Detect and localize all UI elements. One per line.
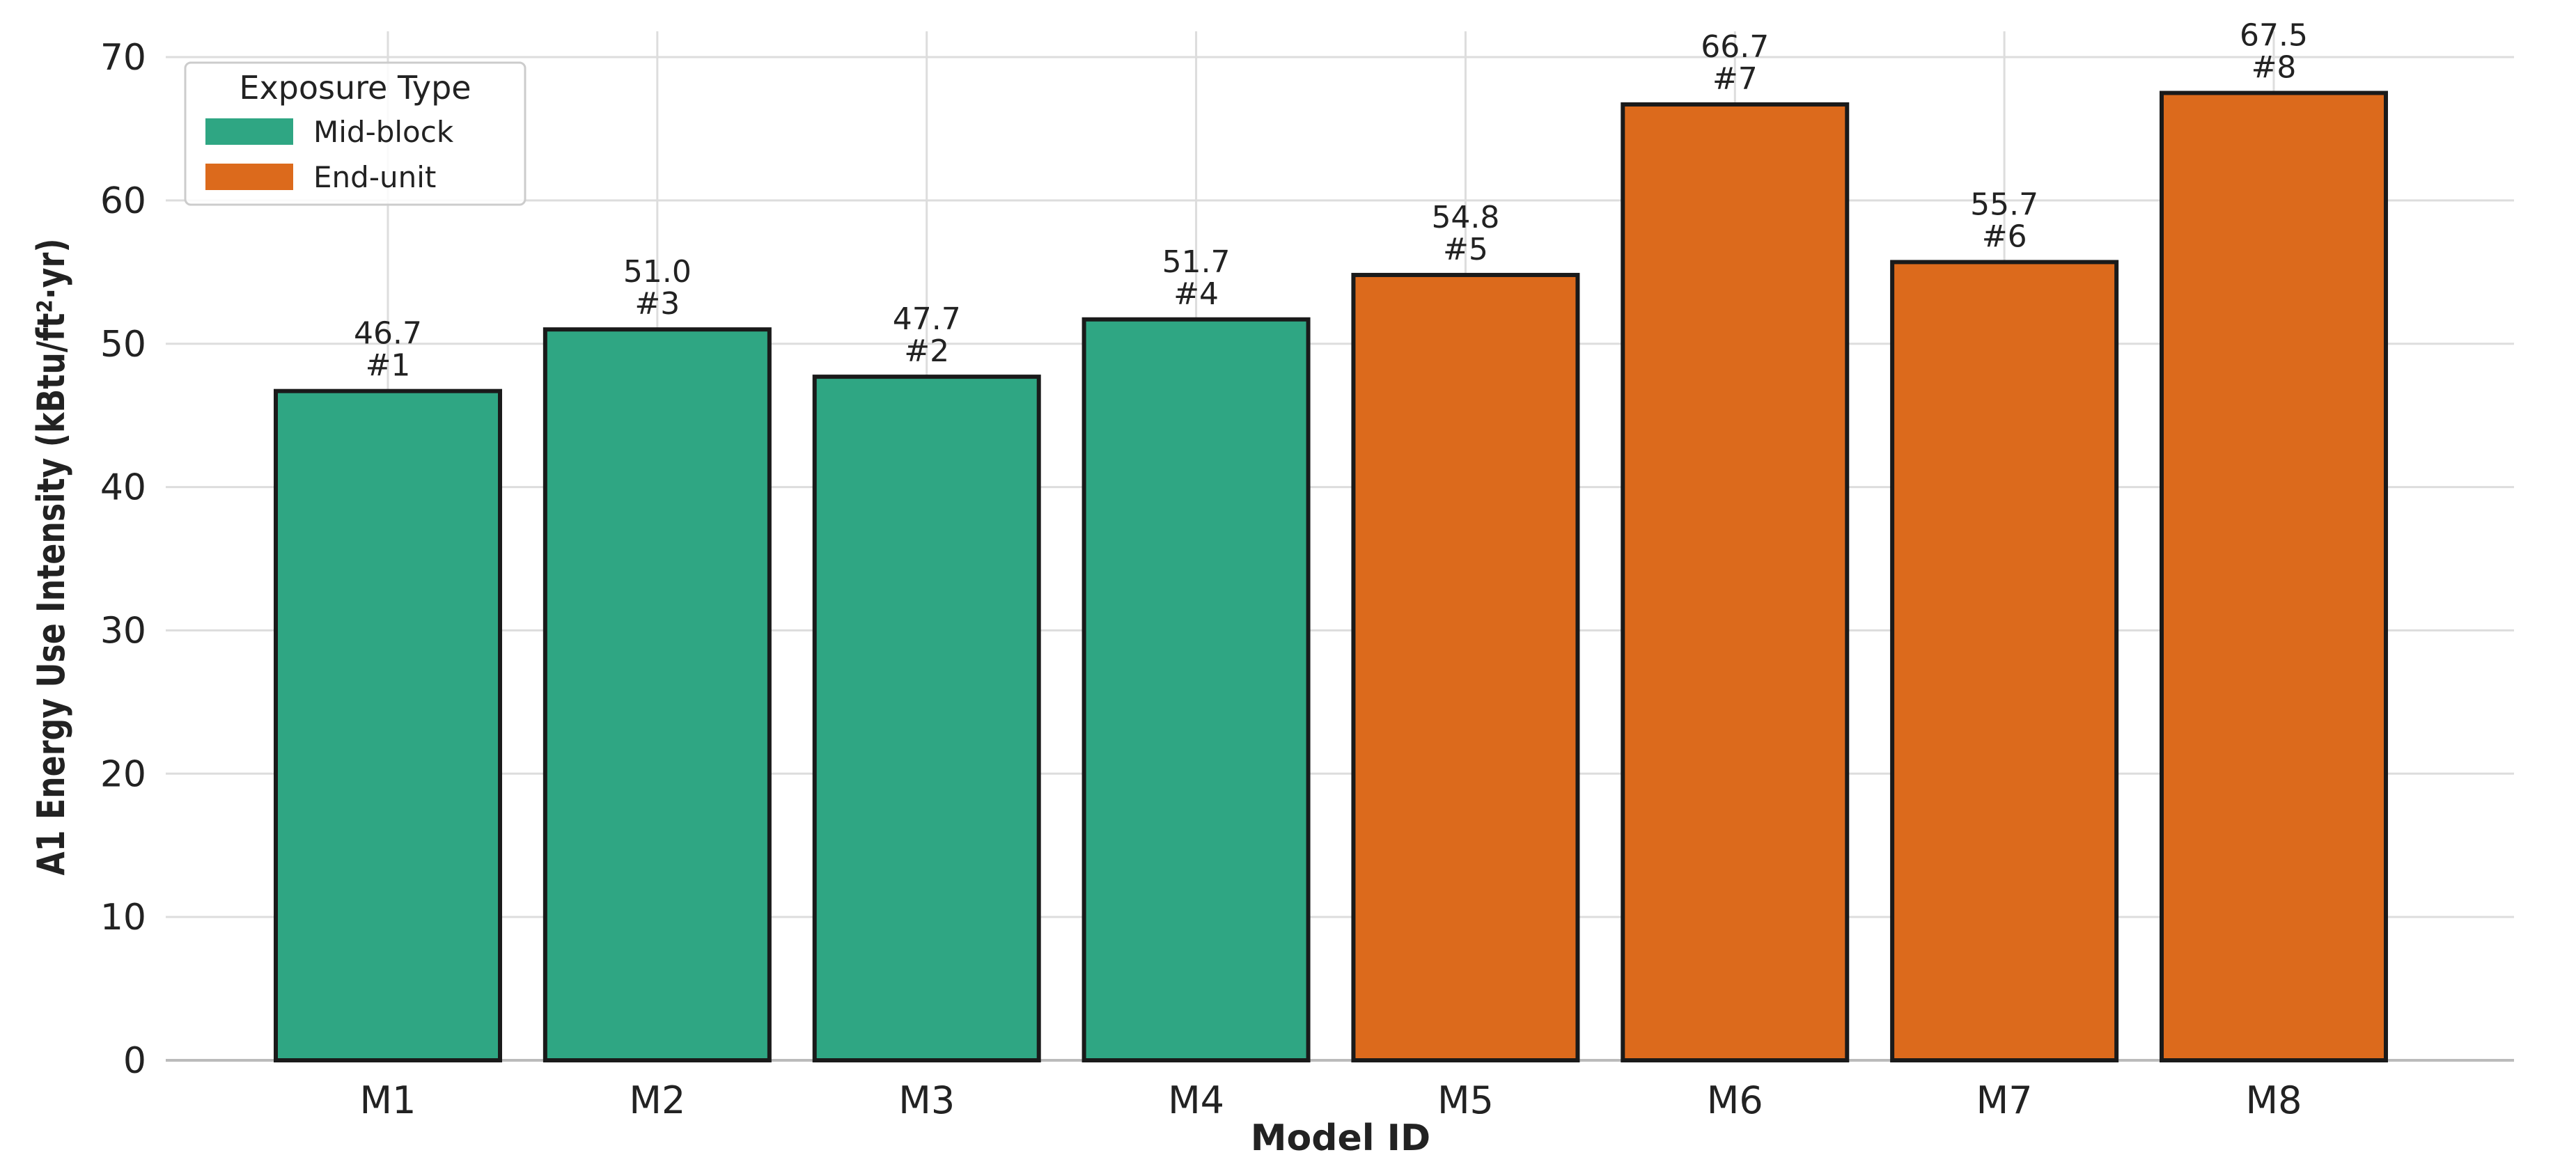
bar-m8: [2160, 91, 2388, 1062]
y-axis-label: A1 Energy Use Intensity (kBtu/ft²·yr): [29, 238, 73, 875]
bar-rank-label: #2: [904, 333, 949, 369]
bars: [274, 91, 2388, 1063]
bar-value-label: 66.7: [1701, 29, 1769, 65]
x-tick-label: M4: [1168, 1078, 1224, 1122]
x-tick-label: M5: [1437, 1078, 1494, 1122]
bar-labels: 46.7#1 51.0#3 47.7#2 51.7#4 54.8#5 66.7#7 55.7…: [354, 18, 2308, 384]
y-tick-label: 70: [100, 37, 146, 79]
legend: Exposure Type Mid-block End-unit: [184, 61, 526, 206]
y-tick-label: 60: [100, 180, 146, 222]
bar-value-label: 54.8: [1431, 200, 1499, 235]
y-tick-label: 40: [100, 467, 146, 509]
bar-rank-label: #3: [634, 286, 680, 322]
bar-value-label: 46.7: [354, 316, 422, 352]
legend-label-end-unit: End-unit: [313, 160, 436, 194]
legend-title: Exposure Type: [239, 69, 471, 107]
x-axis-label: Model ID: [1251, 1117, 1430, 1159]
legend-label-mid-block: Mid-block: [313, 115, 454, 149]
bar-value-label: 67.5: [2240, 18, 2308, 54]
y-tick-label: 0: [123, 1040, 146, 1082]
bar-m7: [1890, 260, 2119, 1062]
bar-value-label: 51.0: [623, 254, 692, 290]
legend-swatch-mid-block: [205, 118, 293, 145]
bar-rank-label: #1: [366, 348, 411, 384]
legend-swatch-end-unit: [205, 164, 293, 190]
x-tick-label: M2: [629, 1078, 685, 1122]
x-tick-label: M1: [360, 1078, 416, 1122]
bar-value-label: 55.7: [1970, 187, 2038, 222]
bar-rank-label: #7: [1712, 61, 1758, 97]
x-tick-label: M6: [1707, 1078, 1763, 1122]
bar-m2: [542, 327, 772, 1063]
y-tick-label: 50: [100, 324, 146, 366]
x-tick-label: M7: [1976, 1078, 2033, 1122]
y-tick-label: 20: [100, 753, 146, 795]
x-tick-label: M8: [2246, 1078, 2302, 1122]
bar-rank-label: #8: [2251, 50, 2297, 86]
bar-m6: [1621, 102, 1850, 1063]
y-tick-label: 10: [100, 897, 146, 938]
bar-rank-label: #5: [1443, 232, 1488, 267]
bar-value-label: 51.7: [1162, 244, 1231, 280]
bar-m3: [812, 375, 1041, 1062]
x-tick-label: M3: [898, 1078, 955, 1122]
bar-rank-label: #4: [1173, 276, 1219, 312]
bar-m4: [1082, 317, 1311, 1062]
y-tick-label: 30: [100, 610, 146, 652]
bar-m1: [274, 388, 502, 1062]
bar-rank-label: #6: [1982, 219, 2027, 254]
bar-value-label: 47.7: [893, 301, 961, 337]
bar-m5: [1351, 272, 1580, 1062]
